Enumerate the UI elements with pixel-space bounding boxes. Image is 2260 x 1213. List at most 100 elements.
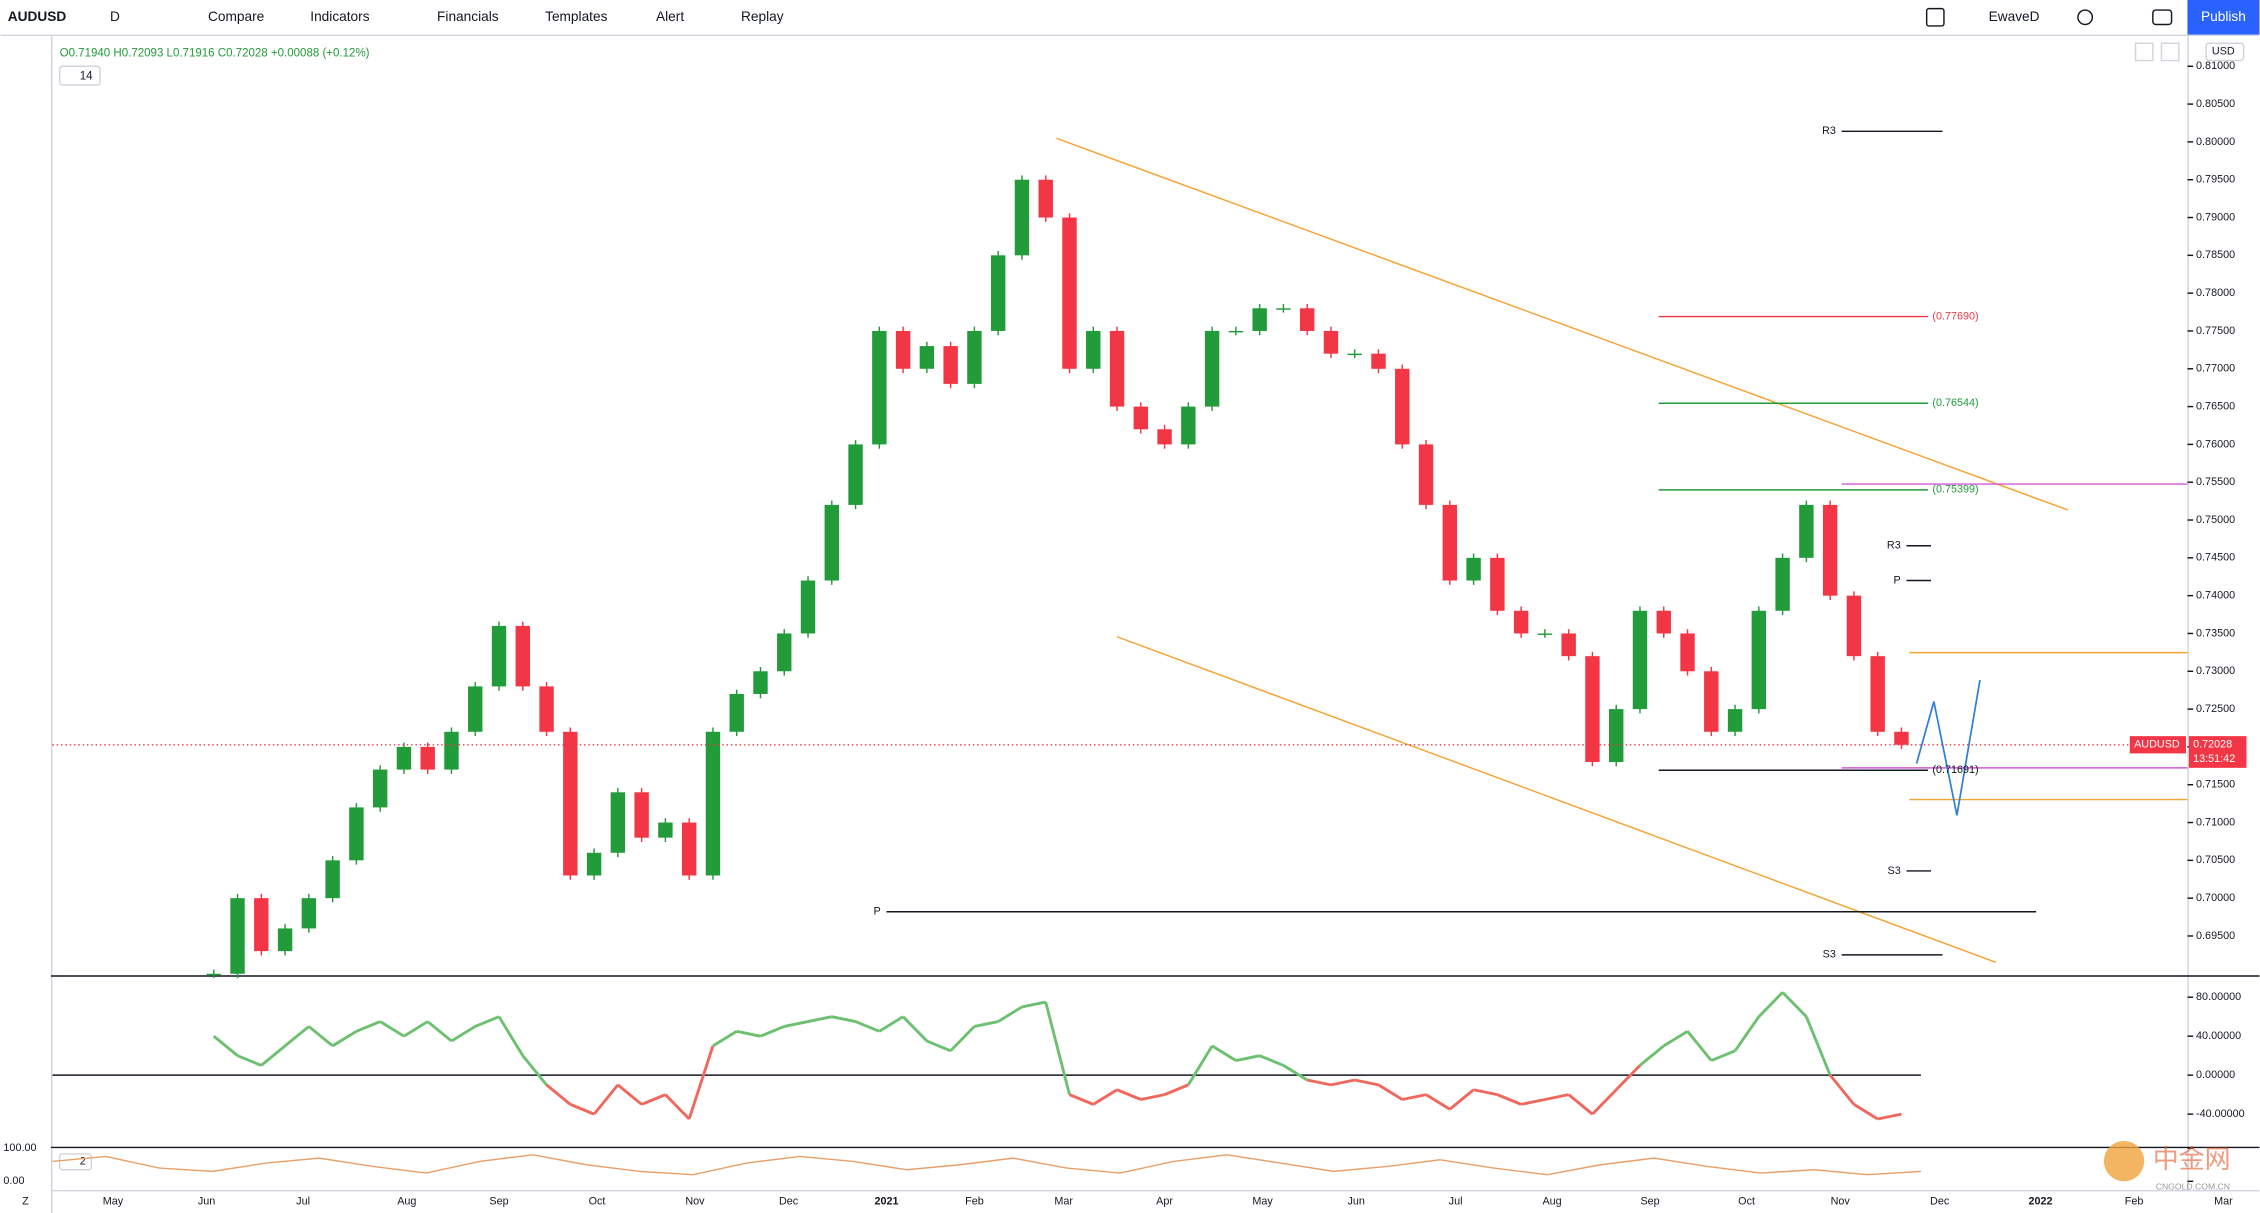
x-tick-label: Mar	[2214, 1195, 2233, 1207]
indicator-toggle[interactable]	[58, 1153, 93, 1171]
indicator-segment	[799, 1155, 854, 1163]
indicator-segment	[926, 1039, 952, 1053]
candle	[468, 686, 483, 732]
symbol[interactable]: AUDUSD	[8, 9, 67, 24]
candle	[1466, 557, 1481, 581]
candle	[658, 822, 673, 838]
indicator-segment	[592, 1083, 619, 1116]
user-layout[interactable]: EwaveD	[1989, 9, 2040, 24]
candle	[872, 330, 887, 445]
price-tag-label: 0.72028	[2193, 739, 2232, 751]
candle	[777, 633, 792, 672]
candle	[1799, 504, 1814, 558]
ohlc-legend: O0.71940 H0.72093 L0.71916 C0.72028 +0.0…	[60, 47, 370, 59]
indicator-segment	[1259, 1054, 1284, 1067]
x-tick-label: Feb	[2125, 1195, 2144, 1207]
x-tick-label: 2022	[2028, 1195, 2052, 1207]
candle	[1561, 633, 1576, 657]
interval[interactable]: D	[110, 9, 120, 24]
indicator-segment	[1707, 1165, 1761, 1174]
indicator-segment	[1386, 1159, 1441, 1168]
indicator-segment	[855, 1020, 880, 1033]
candle	[1822, 504, 1838, 596]
indicator-segment	[425, 1160, 480, 1174]
candle	[634, 792, 649, 838]
y-tick-label: 0.75500	[2196, 476, 2235, 488]
x-tick-label: Dec	[779, 1195, 799, 1207]
indicator-length[interactable]: 14	[80, 70, 93, 82]
snapshot-icon[interactable]	[2152, 9, 2173, 26]
indicator-segment	[687, 1045, 715, 1120]
indicator-segment	[532, 1154, 587, 1166]
x-tick-label: Nov	[685, 1195, 705, 1207]
x-tick-label: May	[1252, 1195, 1273, 1207]
indicator-segment	[1092, 1088, 1118, 1106]
indicator-segment	[1662, 1030, 1689, 1048]
indicator-segment	[1547, 1164, 1601, 1176]
indicator-segment	[664, 1093, 691, 1120]
indicator-segment	[949, 1025, 976, 1052]
y-tick-label: 0.76500	[2196, 400, 2235, 412]
toolbar-button[interactable]: Financials	[437, 9, 499, 24]
indicator-segment	[265, 1157, 320, 1164]
reset-button[interactable]	[2160, 42, 2180, 62]
indicator-segment	[1211, 1044, 1237, 1062]
indicator-label[interactable]: 2	[80, 1156, 86, 1168]
indicator-segment	[1044, 1001, 1071, 1095]
fib-level-label: (0.71691)	[1932, 764, 1978, 776]
currency-box[interactable]	[2205, 42, 2245, 62]
toolbar-button[interactable]: Alert	[656, 9, 684, 24]
y-tick-label: 0.77000	[2196, 363, 2235, 375]
layout-icon[interactable]	[1925, 7, 1945, 27]
indicator-segment	[831, 1015, 856, 1023]
publish-label[interactable]: Publish	[2201, 9, 2246, 24]
indicator-segment	[1330, 1078, 1356, 1087]
candle	[1062, 217, 1077, 369]
indicator-segment	[1448, 1088, 1475, 1111]
x-tick-label: Aug	[397, 1195, 416, 1207]
timezone[interactable]: Z	[22, 1195, 29, 1207]
indicator-toggle[interactable]	[58, 65, 101, 86]
indicator-segment	[783, 1020, 809, 1028]
publish-button[interactable]	[2187, 0, 2260, 35]
indicator-segment	[1877, 1112, 1902, 1121]
channel-upper	[1056, 137, 2069, 511]
candle	[396, 746, 412, 770]
candle	[1537, 633, 1553, 635]
y-tick-label: 80.00000	[2196, 991, 2241, 1003]
indicator-segment	[959, 1157, 1014, 1166]
candle	[990, 255, 1006, 331]
candle	[1680, 633, 1695, 672]
toolbar-button[interactable]: Compare	[208, 9, 264, 24]
toolbar-button[interactable]: Replay	[741, 9, 784, 24]
indicator-segment	[1567, 1093, 1594, 1116]
x-tick-label: Jul	[1449, 1195, 1463, 1207]
y-tick-label: 0.80000	[2196, 136, 2235, 148]
candle	[1204, 330, 1220, 407]
x-tick-label: Sep	[1640, 1195, 1659, 1207]
indicator-segment	[1235, 1054, 1260, 1062]
scroll-button[interactable]	[2134, 42, 2154, 62]
indicator-segment	[474, 1015, 500, 1028]
currency[interactable]: USD	[2212, 46, 2235, 58]
toolbar-button[interactable]: Indicators	[310, 9, 369, 24]
toolbar-button[interactable]: Templates	[545, 9, 607, 24]
indicator-segment	[1496, 1093, 1522, 1106]
candle	[1609, 709, 1624, 763]
candle	[610, 792, 626, 853]
y-tick-label: 0.76000	[2196, 438, 2235, 450]
indicator-segment	[759, 1025, 785, 1038]
indicator-segment	[1600, 1157, 1655, 1166]
indicator-segment	[692, 1162, 747, 1176]
watermark-site: CNGOLD.COM.CN	[2156, 1181, 2230, 1191]
indicator-segment	[878, 1015, 904, 1033]
settings-icon[interactable]	[2077, 9, 2094, 26]
x-tick-label: Jul	[296, 1195, 310, 1207]
x-tick-label: Nov	[1831, 1195, 1851, 1207]
candle	[515, 625, 530, 687]
indicator-segment	[1853, 1103, 1879, 1121]
y-tick-label: 0.74500	[2196, 552, 2235, 564]
indicator-segment	[1520, 1098, 1546, 1106]
candle	[491, 625, 507, 687]
indicator-segment	[641, 1093, 666, 1106]
